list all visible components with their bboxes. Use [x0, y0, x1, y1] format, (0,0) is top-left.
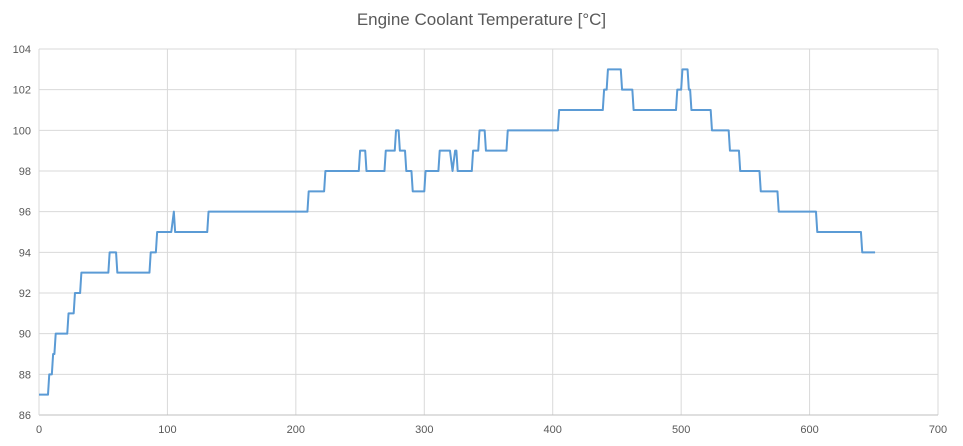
y-tick-label: 86 [19, 410, 31, 422]
y-tick-label: 98 [19, 166, 31, 178]
y-tick-label: 102 [13, 85, 31, 97]
tick-labels: 86 88 90 92 94 96 98 100 102 104 0 100 200 300 400 500 6… [13, 44, 948, 436]
chart-title: Engine Coolant Temperature [°C] [356, 10, 607, 29]
x-tick-label: 500 [672, 424, 690, 436]
y-tick-label: 100 [13, 125, 31, 137]
y-tick-label: 104 [13, 44, 31, 56]
x-tick-label: 0 [36, 424, 42, 436]
x-tick-label: 300 [415, 424, 433, 436]
y-tick-label: 96 [19, 207, 31, 219]
x-tick-label: 700 [929, 424, 947, 436]
x-tick-label: 400 [544, 424, 562, 436]
x-tick-label: 200 [287, 424, 305, 436]
y-tick-label: 94 [19, 247, 31, 259]
x-tick-label: 100 [158, 424, 176, 436]
y-tick-label: 88 [19, 369, 31, 381]
y-tick-label: 92 [19, 288, 31, 300]
x-tick-label: 600 [800, 424, 818, 436]
series-layer [39, 68, 876, 396]
y-tick-label: 90 [19, 329, 31, 341]
series-line-1 [39, 68, 876, 396]
grid-lines [39, 48, 939, 415]
axis-lines [38, 49, 938, 416]
